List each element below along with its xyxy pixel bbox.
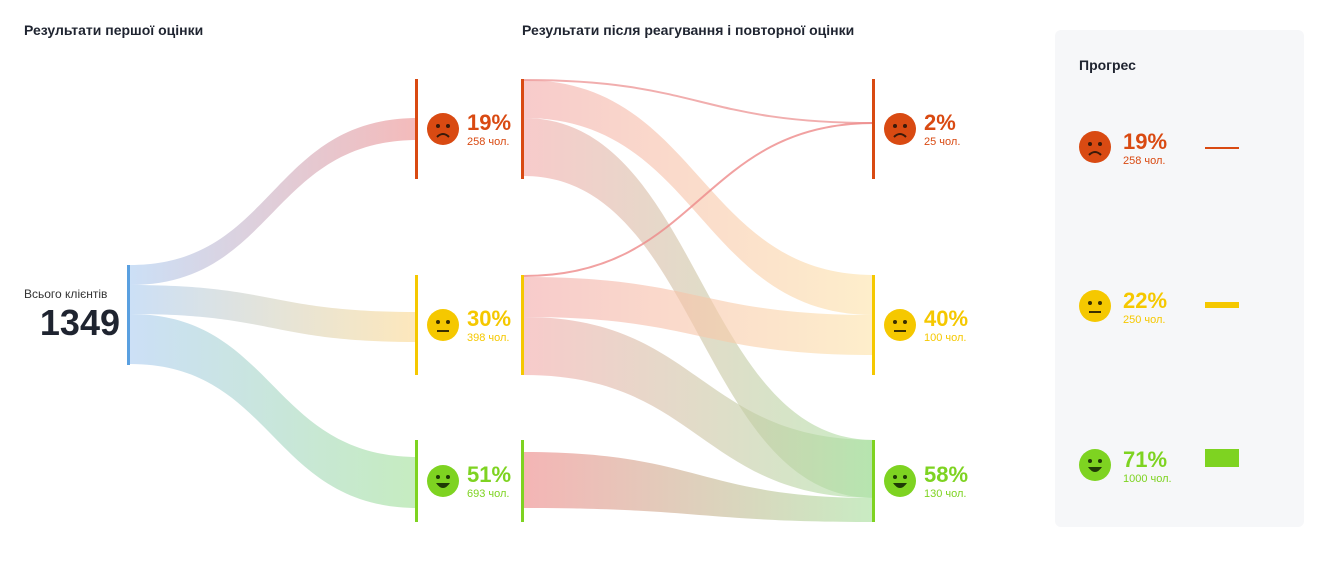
heading-second-assessment: Результати після реагування і повторної … xyxy=(522,22,855,38)
flow-neutral-to-positive xyxy=(524,317,874,498)
second-neutral-percent: 40% xyxy=(924,306,969,331)
progress-title: Прогрес xyxy=(1079,57,1136,73)
heading-first-assessment: Результати першої оцінки xyxy=(24,22,204,38)
neutral-face-icon xyxy=(427,309,459,341)
progress-panel: Прогрес 19% 258 чол. 22% 250 чол. 71% 10… xyxy=(1055,30,1304,527)
progress-negative-count: 258 чол. xyxy=(1123,155,1166,167)
first-negative-count: 258 чол. xyxy=(467,136,510,148)
first-negative-percent: 19% xyxy=(467,110,512,135)
flow-neutral-to-negative xyxy=(523,122,875,277)
progress-negative-label: 19% 258 чол. xyxy=(1123,130,1167,168)
flow-negative-to-negative xyxy=(523,79,875,124)
node-first-positive xyxy=(415,440,418,522)
flow-negative-to-neutral xyxy=(524,80,874,315)
node-second-negative xyxy=(872,79,875,179)
node-second-positive xyxy=(872,440,875,522)
node-second-start-neutral xyxy=(521,275,524,375)
second-negative-percent: 2% xyxy=(924,110,956,135)
sad-face-icon xyxy=(427,113,459,145)
happy-face-icon xyxy=(1079,449,1111,481)
progress-positive-percent: 71% xyxy=(1123,447,1168,472)
neutral-face-icon xyxy=(1079,290,1111,322)
happy-face-icon xyxy=(427,465,459,497)
progress-negative-bar xyxy=(1205,147,1239,149)
first-positive-count: 693 чол. xyxy=(467,488,510,500)
second-positive-label: 58% 130 чол. xyxy=(924,463,968,501)
second-positive-percent: 58% xyxy=(924,462,969,487)
progress-negative-percent: 19% xyxy=(1123,129,1168,154)
first-positive-percent: 51% xyxy=(467,462,512,487)
first-positive-label: 51% 693 чол. xyxy=(467,463,511,501)
flow-total-to-negative xyxy=(130,118,418,285)
second-neutral-count: 100 чол. xyxy=(924,332,967,344)
total-clients-value: 1349 xyxy=(39,302,120,343)
sankey-chart xyxy=(127,79,875,522)
progress-neutral-count: 250 чол. xyxy=(1123,314,1166,326)
node-first-neutral xyxy=(415,275,418,375)
sad-face-icon xyxy=(884,113,916,145)
progress-positive-count: 1000 чол. xyxy=(1123,473,1172,485)
first-neutral-percent: 30% xyxy=(467,306,512,331)
progress-neutral-bar xyxy=(1205,302,1239,308)
total-clients-label: Всього клієнтів xyxy=(24,287,108,301)
second-positive-count: 130 чол. xyxy=(924,488,967,500)
second-negative-count: 25 чол. xyxy=(924,136,961,148)
progress-positive-label: 71% 1000 чол. xyxy=(1123,448,1172,486)
flow-total-to-neutral xyxy=(130,285,418,342)
flow-total-to-positive xyxy=(130,314,418,508)
node-first-negative xyxy=(415,79,418,179)
first-neutral-label: 30% 398 чол. xyxy=(467,307,511,345)
sad-face-icon xyxy=(1079,131,1111,163)
first-neutral-count: 398 чол. xyxy=(467,332,510,344)
happy-face-icon xyxy=(884,465,916,497)
first-negative-label: 19% 258 чол. xyxy=(467,111,511,149)
progress-neutral-percent: 22% xyxy=(1123,288,1168,313)
flow-neutral-to-neutral xyxy=(524,277,874,355)
second-neutral-label: 40% 100 чол. xyxy=(924,307,968,345)
second-negative-label: 2% 25 чол. xyxy=(924,111,960,149)
progress-positive-bar xyxy=(1205,449,1239,467)
node-second-start-positive xyxy=(521,440,524,522)
neutral-face-icon xyxy=(884,309,916,341)
flow-positive-to-positive xyxy=(524,452,874,522)
node-second-start-negative xyxy=(521,79,524,179)
node-total xyxy=(127,265,130,365)
node-second-neutral xyxy=(872,275,875,375)
progress-neutral-label: 22% 250 чол. xyxy=(1123,289,1167,327)
